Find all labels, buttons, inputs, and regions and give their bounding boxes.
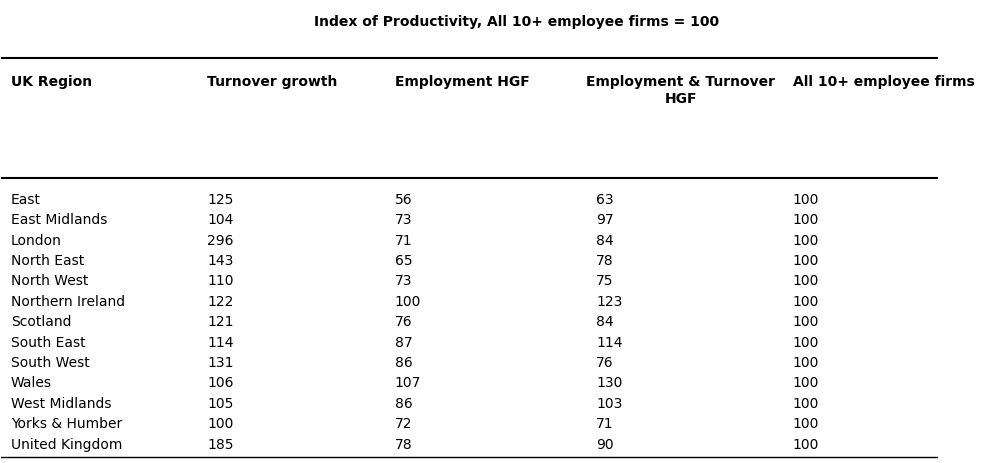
- Text: East: East: [11, 193, 41, 206]
- Text: South East: South East: [11, 335, 85, 349]
- Text: 100: 100: [793, 274, 819, 288]
- Text: 100: 100: [793, 416, 819, 430]
- Text: West Midlands: West Midlands: [11, 396, 111, 410]
- Text: North East: North East: [11, 253, 84, 268]
- Text: 56: 56: [394, 193, 412, 206]
- Text: South West: South West: [11, 355, 89, 369]
- Text: 100: 100: [793, 437, 819, 450]
- Text: Index of Productivity, All 10+ employee firms = 100: Index of Productivity, All 10+ employee …: [314, 15, 719, 29]
- Text: London: London: [11, 233, 62, 247]
- Text: UK Region: UK Region: [11, 75, 92, 89]
- Text: 63: 63: [597, 193, 614, 206]
- Text: 100: 100: [793, 396, 819, 410]
- Text: Wales: Wales: [11, 375, 52, 389]
- Text: 103: 103: [597, 396, 623, 410]
- Text: 71: 71: [394, 233, 412, 247]
- Text: 73: 73: [394, 274, 412, 288]
- Text: 100: 100: [793, 335, 819, 349]
- Text: 121: 121: [207, 314, 234, 328]
- Text: 100: 100: [394, 294, 421, 308]
- Text: 114: 114: [207, 335, 234, 349]
- Text: 84: 84: [597, 314, 614, 328]
- Text: 104: 104: [207, 213, 234, 227]
- Text: 100: 100: [793, 213, 819, 227]
- Text: 110: 110: [207, 274, 234, 288]
- Text: 97: 97: [597, 213, 614, 227]
- Text: United Kingdom: United Kingdom: [11, 437, 122, 450]
- Text: 131: 131: [207, 355, 234, 369]
- Text: Employment HGF: Employment HGF: [394, 75, 530, 89]
- Text: Northern Ireland: Northern Ireland: [11, 294, 125, 308]
- Text: 130: 130: [597, 375, 623, 389]
- Text: 86: 86: [394, 396, 412, 410]
- Text: 78: 78: [597, 253, 614, 268]
- Text: 100: 100: [207, 416, 234, 430]
- Text: 122: 122: [207, 294, 234, 308]
- Text: 87: 87: [394, 335, 412, 349]
- Text: Employment & Turnover
HGF: Employment & Turnover HGF: [586, 75, 775, 106]
- Text: 107: 107: [394, 375, 421, 389]
- Text: 76: 76: [394, 314, 412, 328]
- Text: Turnover growth: Turnover growth: [207, 75, 338, 89]
- Text: 185: 185: [207, 437, 234, 450]
- Text: 75: 75: [597, 274, 614, 288]
- Text: 106: 106: [207, 375, 234, 389]
- Text: 71: 71: [597, 416, 614, 430]
- Text: 100: 100: [793, 375, 819, 389]
- Text: All 10+ employee firms: All 10+ employee firms: [793, 75, 975, 89]
- Text: 100: 100: [793, 253, 819, 268]
- Text: 100: 100: [793, 314, 819, 328]
- Text: North West: North West: [11, 274, 88, 288]
- Text: 90: 90: [597, 437, 614, 450]
- Text: 84: 84: [597, 233, 614, 247]
- Text: East Midlands: East Midlands: [11, 213, 107, 227]
- Text: 114: 114: [597, 335, 623, 349]
- Text: 100: 100: [793, 294, 819, 308]
- Text: Yorks & Humber: Yorks & Humber: [11, 416, 122, 430]
- Text: 78: 78: [394, 437, 412, 450]
- Text: 100: 100: [793, 355, 819, 369]
- Text: 100: 100: [793, 193, 819, 206]
- Text: 100: 100: [793, 233, 819, 247]
- Text: 72: 72: [394, 416, 412, 430]
- Text: 105: 105: [207, 396, 234, 410]
- Text: 143: 143: [207, 253, 234, 268]
- Text: 65: 65: [394, 253, 412, 268]
- Text: Scotland: Scotland: [11, 314, 71, 328]
- Text: 73: 73: [394, 213, 412, 227]
- Text: 76: 76: [597, 355, 614, 369]
- Text: 296: 296: [207, 233, 234, 247]
- Text: 86: 86: [394, 355, 412, 369]
- Text: 123: 123: [597, 294, 623, 308]
- Text: 125: 125: [207, 193, 234, 206]
